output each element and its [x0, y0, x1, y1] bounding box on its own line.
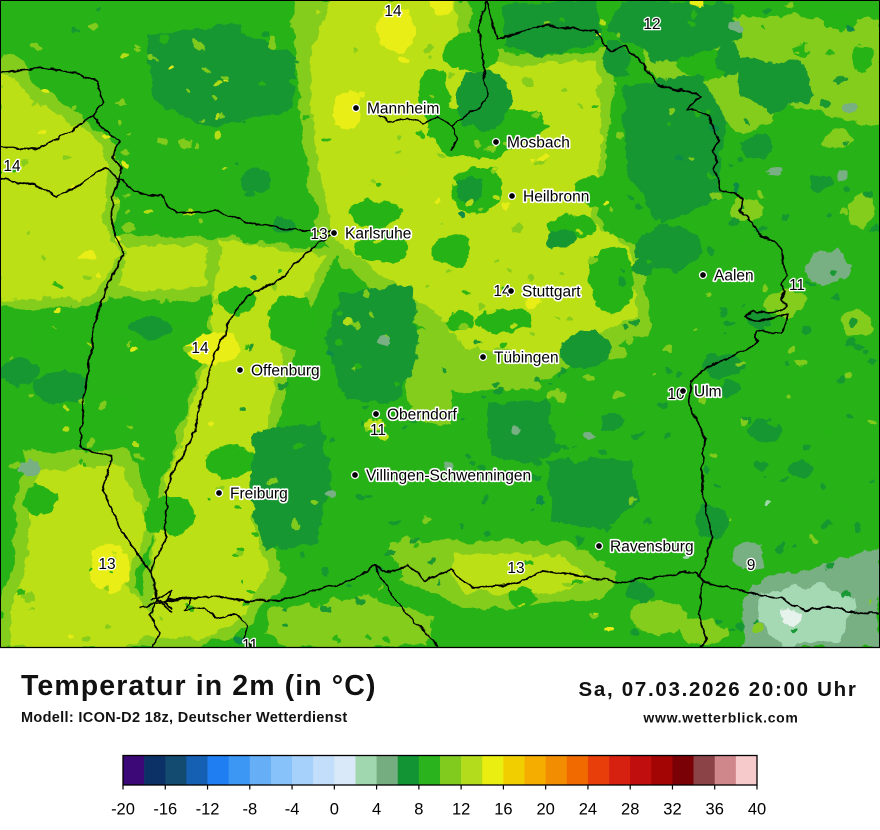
svg-text:www.wetterblick.com: www.wetterblick.com	[642, 710, 798, 726]
svg-text:Mosbach: Mosbach	[507, 135, 570, 152]
svg-text:-12: -12	[196, 801, 220, 819]
svg-text:Aalen: Aalen	[714, 268, 754, 285]
svg-text:-8: -8	[242, 801, 257, 819]
svg-text:11: 11	[789, 277, 805, 294]
svg-text:8: 8	[414, 801, 423, 819]
svg-text:13: 13	[310, 226, 327, 243]
svg-text:Karlsruhe: Karlsruhe	[345, 226, 411, 243]
svg-text:14: 14	[384, 3, 402, 20]
svg-text:Ulm: Ulm	[694, 384, 722, 401]
svg-text:20: 20	[536, 801, 554, 819]
svg-text:Temperatur in 2m (in °C): Temperatur in 2m (in °C)	[21, 670, 377, 702]
svg-text:-4: -4	[285, 801, 300, 819]
svg-text:Modell: ICON-D2 18z, Deutscher: Modell: ICON-D2 18z, Deutscher Wetterdie…	[21, 710, 348, 726]
svg-text:13: 13	[98, 556, 115, 573]
svg-text:Offenburg: Offenburg	[251, 363, 320, 380]
svg-text:9: 9	[747, 557, 756, 574]
svg-text:Heilbronn: Heilbronn	[523, 189, 589, 206]
svg-text:24: 24	[579, 801, 597, 819]
svg-text:4: 4	[372, 801, 381, 819]
svg-text:36: 36	[706, 801, 724, 819]
svg-text:Stuttgart: Stuttgart	[522, 284, 581, 301]
svg-text:11: 11	[370, 422, 386, 439]
svg-text:12: 12	[452, 801, 470, 819]
svg-text:14: 14	[493, 283, 511, 300]
svg-text:14: 14	[191, 340, 209, 357]
svg-text:Villingen-Schwenningen: Villingen-Schwenningen	[366, 468, 531, 485]
svg-text:14: 14	[3, 158, 21, 175]
svg-text:32: 32	[663, 801, 681, 819]
svg-text:16: 16	[494, 801, 512, 819]
svg-text:-20: -20	[111, 801, 135, 819]
svg-text:40: 40	[748, 801, 766, 819]
svg-text:Mannheim: Mannheim	[367, 101, 439, 118]
svg-text:28: 28	[621, 801, 639, 819]
svg-text:Ravensburg: Ravensburg	[610, 539, 694, 556]
svg-text:13: 13	[507, 560, 524, 577]
svg-text:Tübingen: Tübingen	[494, 350, 559, 367]
svg-text:11: 11	[242, 637, 258, 654]
svg-text:Freiburg: Freiburg	[230, 486, 288, 503]
svg-text:0: 0	[330, 801, 339, 819]
svg-text:Sa, 07.03.2026 20:00 Uhr: Sa, 07.03.2026 20:00 Uhr	[579, 678, 858, 701]
svg-text:Oberndorf: Oberndorf	[387, 407, 457, 424]
svg-text:12: 12	[643, 16, 660, 33]
svg-text:-16: -16	[153, 801, 177, 819]
